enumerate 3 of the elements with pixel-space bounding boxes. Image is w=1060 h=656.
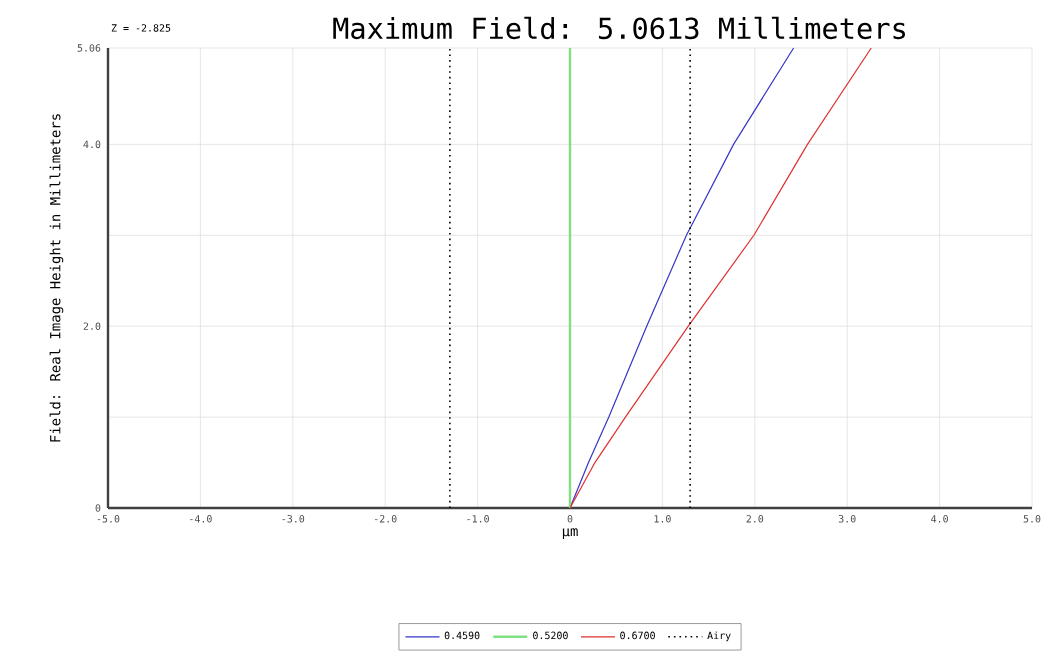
line-series	[569, 47, 795, 509]
chart-title: Maximum Field: 5.0613 Millimeters	[333, 16, 906, 40]
line-series	[569, 47, 872, 509]
